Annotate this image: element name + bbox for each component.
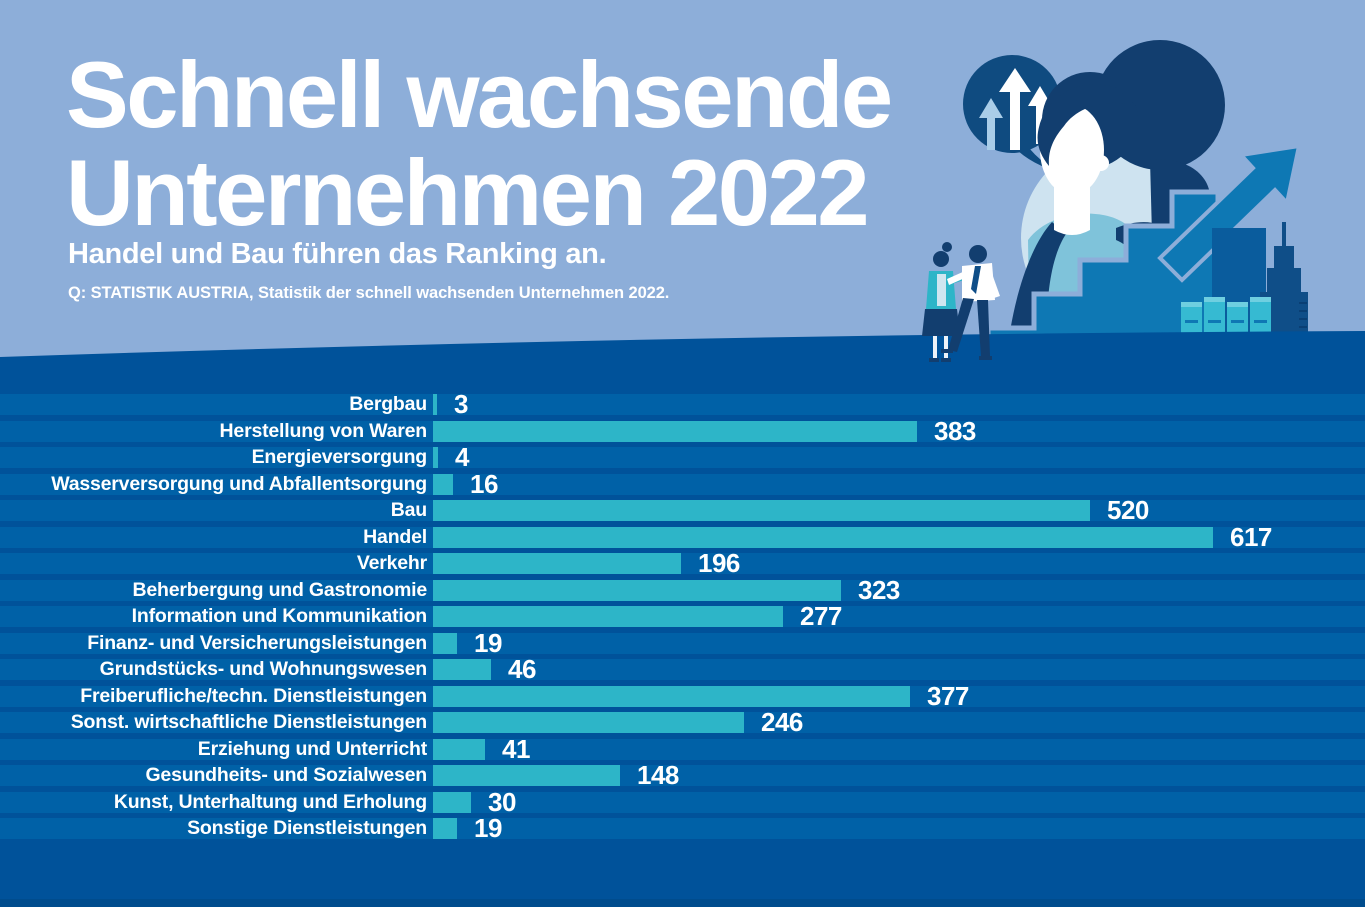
business-people-figures: [922, 242, 1000, 362]
value-label: 377: [927, 680, 969, 711]
category-label: Erziehung und Unterricht: [197, 737, 427, 760]
category-label: Sonstige Dienstleistungen: [187, 817, 427, 839]
chart-row: Beherbergung und Gastronomie 323: [0, 574, 1365, 605]
bar: [433, 473, 453, 495]
category-label: Gesundheits- und Sozialwesen: [145, 764, 427, 786]
row-stripe: [0, 659, 1365, 680]
bar: [433, 606, 783, 627]
chart-row: Bau 520: [0, 495, 1365, 525]
value-label: 383: [934, 415, 976, 446]
bar: [433, 818, 457, 839]
value-label: 148: [637, 760, 679, 790]
value-label: 196: [698, 548, 740, 578]
title-line-1: Schnell wachsende: [66, 42, 893, 147]
bar: [433, 632, 457, 654]
header-illustration: [0, 0, 1365, 380]
subtitle: Handel und Bau führen das Ranking an.: [68, 238, 607, 270]
footer-band: [0, 899, 1365, 907]
value-label: 3: [454, 389, 468, 419]
value-label: 4: [455, 442, 469, 472]
bar: [433, 553, 681, 574]
chart-row: Gesundheits- und Sozialwesen 148: [0, 760, 1365, 790]
chart-row: Sonst. wirtschaftliche Dienstleistungen 2…: [0, 707, 1365, 737]
bar: [433, 738, 485, 760]
category-label: Finanz- und Versicherungsleistungen: [87, 631, 427, 654]
bar: [433, 765, 620, 786]
value-label: 246: [761, 707, 803, 737]
row-stripe: [0, 553, 1365, 574]
category-label: Grundstücks- und Wohnungswesen: [99, 658, 428, 680]
category-label: Kunst, Unterhaltung und Erholung: [113, 790, 427, 813]
value-label: 277: [800, 601, 842, 631]
row-stripe: [0, 818, 1365, 839]
bar: [433, 526, 1213, 548]
chart-row: Handel 617: [0, 521, 1365, 552]
bar: [433, 420, 917, 442]
value-label: 19: [474, 813, 502, 843]
value-label: 30: [488, 786, 516, 817]
row-stripe: [0, 473, 1365, 495]
value-label: 16: [470, 468, 498, 499]
page-title: Schnell wachsende Unternehmen 2022: [66, 46, 893, 245]
chart-row: Grundstücks- und Wohnungswesen 46: [0, 654, 1365, 684]
row-stripe: [0, 447, 1365, 468]
bar: [433, 579, 841, 601]
chart-row: Kunst, Unterhaltung und Erholung 30: [0, 786, 1365, 817]
category-label: Beherbergung und Gastronomie: [132, 578, 427, 601]
category-label: Verkehr: [356, 552, 427, 574]
chart-row: Freiberufliche/techn. Dienstleistungen 37…: [0, 680, 1365, 711]
row-stripe: [0, 394, 1365, 415]
row-stripe: [0, 791, 1365, 813]
row-stripe: [0, 765, 1365, 786]
chart-row: Finanz- und Versicherungsleistungen 19: [0, 627, 1365, 658]
category-label: Herstellung von Waren: [219, 419, 428, 442]
value-label: 46: [508, 654, 536, 684]
category-label: Sonst. wirtschaftliche Dienstleistungen: [70, 711, 427, 733]
value-label: 41: [502, 733, 530, 764]
title-line-2: Unternehmen 2022: [66, 140, 870, 245]
chart-row: Energieversorgung 4: [0, 442, 1365, 472]
row-stripe: [0, 632, 1365, 654]
bar: [433, 659, 491, 680]
value-label: 19: [474, 627, 502, 658]
source-note: Q: STATISTIK AUSTRIA, Statistik der schn…: [68, 284, 670, 302]
bar: [433, 791, 471, 813]
growth-arrow-icon: [1157, 143, 1302, 283]
row-stripe: [0, 738, 1365, 760]
category-label: Wasserversorgung und Abfallentsorgung: [51, 472, 427, 495]
value-label: 520: [1107, 495, 1149, 525]
chart-row: Wasserversorgung und Abfallentsorgung 16: [0, 468, 1365, 499]
category-label: Freiberufliche/techn. Dienstleistungen: [80, 684, 427, 707]
category-label: Information und Kommunikation: [131, 605, 428, 627]
chart-row: Erziehung und Unterricht 41: [0, 733, 1365, 764]
staircase-icon: [985, 189, 1221, 365]
category-label: Bau: [390, 499, 427, 521]
chart-row: Herstellung von Waren 383: [0, 415, 1365, 446]
category-label: Bergbau: [349, 393, 427, 415]
bar: [433, 685, 910, 707]
category-label: Handel: [363, 525, 427, 548]
bar: [433, 712, 744, 733]
chart-row: Bergbau 3: [0, 389, 1365, 419]
chart-row: Information und Kommunikation 277: [0, 601, 1365, 631]
chart-row: Sonstige Dienstleistungen 19: [0, 813, 1365, 843]
chart-row: Verkehr 196: [0, 548, 1365, 578]
bar: [433, 500, 1090, 521]
value-label: 617: [1230, 521, 1272, 552]
category-label: Energieversorgung: [251, 446, 428, 468]
value-label: 323: [858, 574, 900, 605]
ground-curve: [0, 331, 1365, 380]
growth-arrows-speech-bubble-icon: [963, 55, 1067, 173]
bar: [433, 447, 438, 468]
bar: [433, 394, 437, 415]
